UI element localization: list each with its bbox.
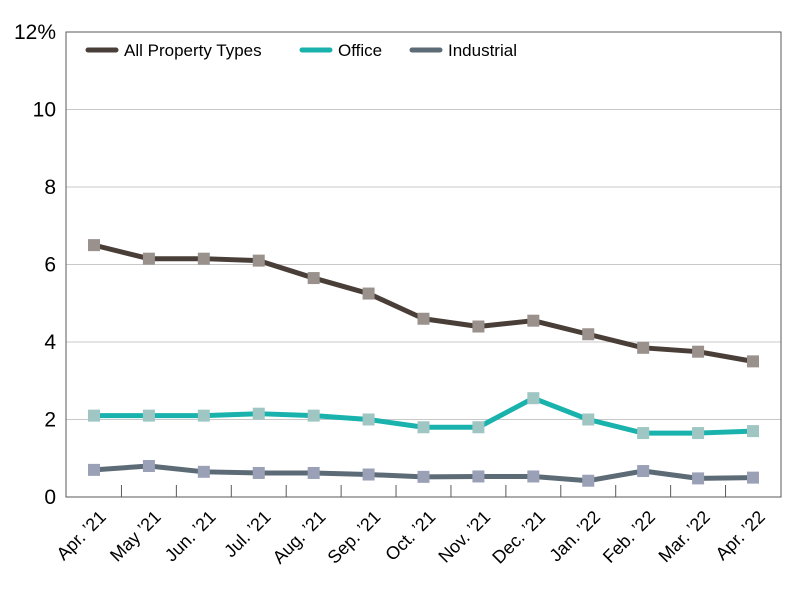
data-point-all-property-types <box>582 328 595 341</box>
data-point-all-property-types <box>527 314 540 327</box>
data-point-industrial <box>362 468 375 481</box>
y-tick-label: 0 <box>44 486 56 509</box>
data-point-industrial <box>692 472 705 485</box>
x-tick-label: Jul. ’21 <box>220 507 274 561</box>
data-point-all-property-types <box>692 345 705 358</box>
data-point-office <box>197 409 210 422</box>
y-tick-label: 10 <box>33 99 56 122</box>
x-tick-label: Jun. ’21 <box>161 507 220 566</box>
y-tick-label: 12% <box>14 21 56 44</box>
data-point-office <box>307 409 320 422</box>
data-point-industrial <box>747 471 759 484</box>
data-point-office <box>88 409 100 422</box>
series-lines <box>91 242 756 484</box>
data-point-all-property-types <box>637 341 650 354</box>
data-point-all-property-types <box>307 272 320 285</box>
y-tick-label: 4 <box>44 331 56 354</box>
x-tick-label: Aug. ’21 <box>269 507 330 568</box>
x-tick-label: Nov. ’21 <box>434 507 494 567</box>
legend: All Property Types Office Industrial <box>85 41 517 60</box>
data-point-office <box>142 409 155 422</box>
plot-frame <box>65 31 782 498</box>
x-tick-label: Sep. ’21 <box>324 507 385 568</box>
legend-item-office: Office <box>299 41 382 60</box>
data-point-all-property-types <box>197 252 210 265</box>
series-markers <box>88 239 759 487</box>
data-point-industrial <box>472 470 485 483</box>
series-line-all-property-types <box>91 242 756 364</box>
data-point-all-property-types <box>417 312 430 325</box>
data-point-industrial <box>88 463 100 476</box>
data-point-office <box>747 425 759 438</box>
data-point-all-property-types <box>472 320 485 333</box>
data-point-office <box>472 421 485 434</box>
x-tick-label: Apr. ’22 <box>712 507 769 564</box>
x-tick-label: Dec. ’21 <box>488 507 549 568</box>
legend-item-all-property-types: All Property Types <box>85 41 262 60</box>
y-tick-label: 2 <box>44 409 56 432</box>
x-tick-label: Mar. ’22 <box>655 507 714 566</box>
x-tick-label: Apr. ’21 <box>53 507 110 564</box>
legend-label: Industrial <box>448 41 517 60</box>
y-tick-label: 8 <box>44 176 56 199</box>
data-point-industrial <box>637 465 650 478</box>
data-point-all-property-types <box>747 355 759 368</box>
grid-lines <box>66 109 781 420</box>
data-point-office <box>417 421 430 434</box>
data-point-office <box>692 427 705 440</box>
data-point-industrial <box>142 460 155 472</box>
x-tick-label: Oct. ’21 <box>381 507 439 565</box>
data-point-office <box>582 413 595 426</box>
data-point-all-property-types <box>88 239 100 252</box>
data-point-industrial <box>417 470 430 483</box>
data-point-office <box>362 413 375 426</box>
x-tick-label: Feb. ’22 <box>599 507 659 567</box>
data-point-industrial <box>307 466 320 479</box>
data-point-office <box>527 392 540 405</box>
data-point-industrial <box>527 470 540 483</box>
legend-label: All Property Types <box>124 41 262 60</box>
x-axis-tick-marks <box>120 485 727 497</box>
data-point-industrial <box>252 466 265 479</box>
legend-label: Office <box>338 41 382 60</box>
data-point-all-property-types <box>252 254 265 267</box>
y-tick-label: 6 <box>44 254 56 277</box>
data-point-industrial <box>582 474 595 487</box>
data-point-all-property-types <box>142 252 155 265</box>
data-point-office <box>252 407 265 420</box>
y-axis-tick-labels: 0 2 4 6 8 10 12% <box>14 21 56 509</box>
data-point-office <box>637 427 650 440</box>
data-point-all-property-types <box>362 287 375 300</box>
data-point-industrial <box>197 465 210 478</box>
x-tick-label: Jan. ’22 <box>545 507 604 566</box>
legend-item-industrial: Industrial <box>409 41 517 60</box>
x-tick-label: May ’21 <box>106 507 165 566</box>
